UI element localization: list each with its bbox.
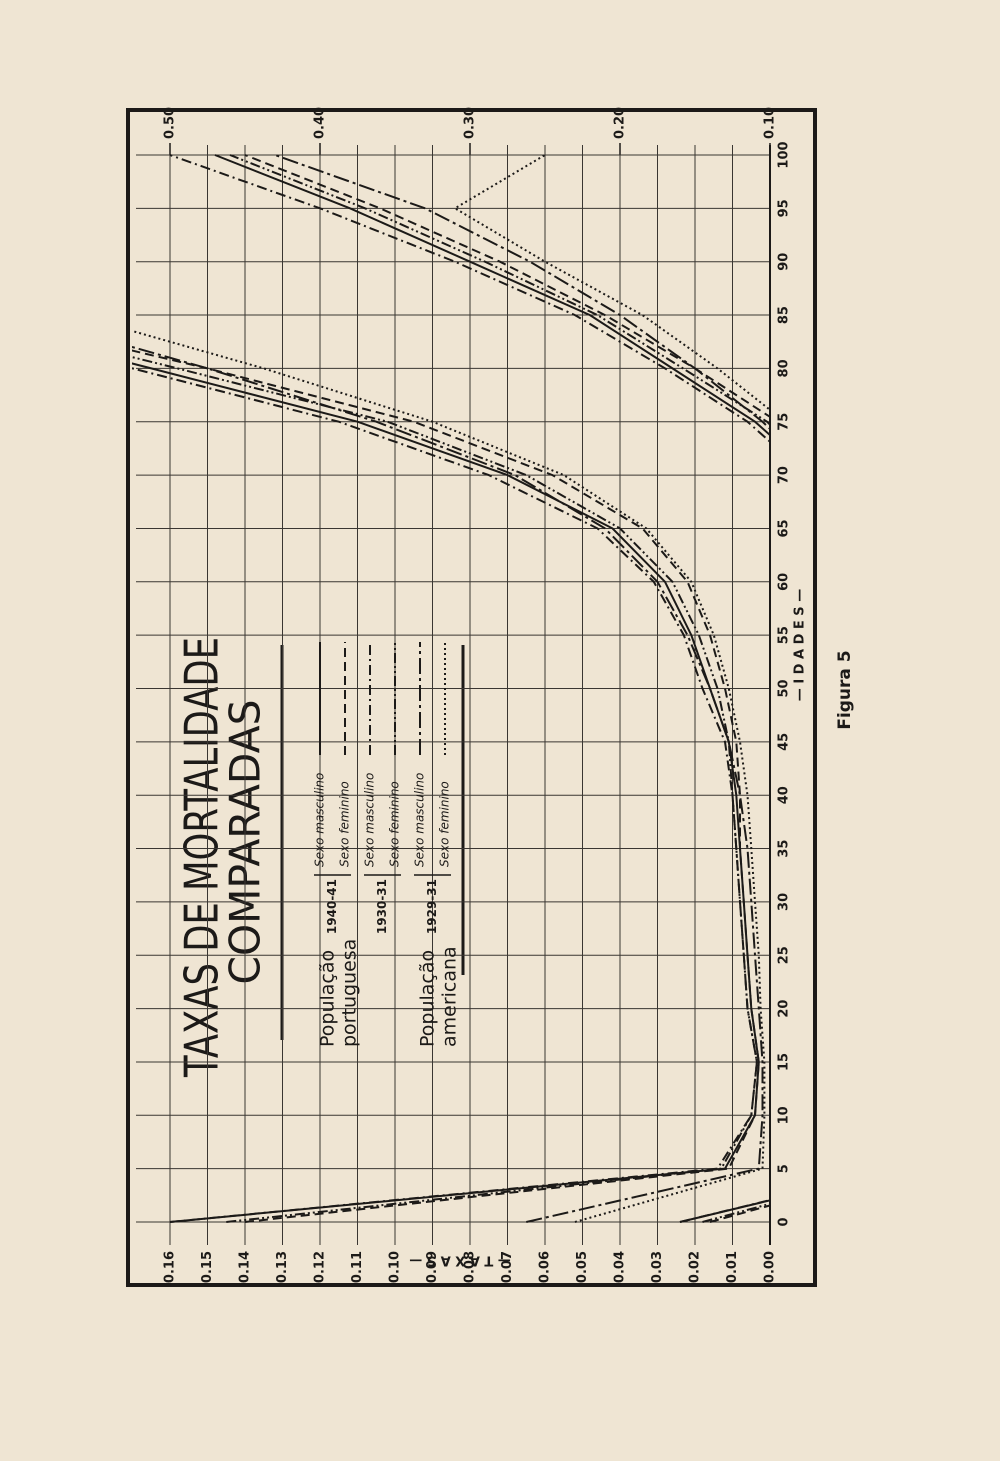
y-tick-label: 0.03 [650, 1251, 665, 1283]
rotated-chart: TAXAS DE MORTALIDADE COMPARADAS — T A X … [126, 107, 855, 1287]
x-tick-label: 5 [777, 1164, 792, 1173]
x-tick-label: 85 [777, 306, 792, 324]
x-tick-label: 95 [777, 199, 792, 217]
y2-tick-label: 0.50 [163, 107, 178, 139]
chart-title: TAXAS DE MORTALIDADE [175, 637, 229, 1078]
x-tick-label: 20 [777, 1000, 792, 1018]
series-line [132, 154, 758, 1223]
plot-lines [132, 154, 770, 1223]
series-line [132, 154, 760, 1223]
y-tick-label: 0.10 [388, 1251, 403, 1283]
y-tick-label: 0.12 [313, 1251, 328, 1283]
series-line [244, 154, 770, 1223]
y-tick-label: 0.11 [350, 1251, 365, 1283]
legend-period: 1940-41 [325, 879, 339, 934]
series-line [453, 154, 770, 1223]
x-tick-label: 65 [777, 519, 792, 537]
y-tick-label: 0.05 [575, 1251, 590, 1283]
series-line [132, 154, 764, 1223]
y2-tick-label: 0.20 [613, 107, 628, 139]
chart-frame [126, 108, 817, 1287]
x-tick-label: 15 [777, 1053, 792, 1071]
y-tick-label: 0.02 [688, 1251, 703, 1283]
y-tick-label: 0.15 [200, 1251, 215, 1283]
y-tick-label: 0.08 [463, 1251, 478, 1283]
x-tick-label: 35 [777, 840, 792, 858]
y2-tick-label: 0.10 [763, 107, 778, 139]
legend-group: População [417, 950, 439, 1047]
y-tick-label: 0.00 [763, 1251, 778, 1283]
legend-label: Sexo feminino [338, 781, 352, 867]
legend-period: 1930-31 [375, 879, 389, 934]
x-tick-label: 60 [777, 573, 792, 591]
series-line [214, 154, 770, 1223]
y-tick-label: 0.04 [613, 1251, 628, 1283]
legend-period: 1929-31 [425, 879, 439, 934]
legend-label: Sexo masculino [363, 773, 377, 867]
legend-group: portuguesa [339, 939, 361, 1047]
y-axis-label: — T A X A S — [409, 1253, 511, 1268]
x-tick-label: 70 [777, 466, 792, 484]
x-tick-label: 45 [777, 733, 792, 751]
y2-tick-label: 0.40 [313, 107, 328, 139]
y-tick-label: 0.16 [163, 1251, 178, 1283]
y2-tick-label: 0.30 [463, 107, 478, 139]
x-tick-label: 25 [777, 946, 792, 964]
legend-label: Sexo feminino [388, 781, 402, 867]
x-tick-label: 0 [777, 1217, 792, 1226]
y-tick-label: 0.01 [725, 1251, 740, 1283]
figure-caption: Figura 5 [835, 650, 855, 729]
x-tick-label: 90 [777, 253, 792, 271]
y-tick-label: 0.07 [500, 1251, 515, 1283]
legend-label: Sexo feminino [438, 781, 452, 867]
y-tick-label: 0.09 [425, 1251, 440, 1283]
legend-label: Sexo masculino [413, 773, 427, 867]
x-tick-label: 80 [777, 359, 792, 377]
legend-group: americana [439, 946, 461, 1047]
x-tick-label: 55 [777, 626, 792, 644]
y-tick-label: 0.13 [275, 1251, 290, 1283]
x-tick-label: 40 [777, 786, 792, 804]
legend-group: População [317, 950, 339, 1047]
y-tick-label: 0.06 [538, 1251, 553, 1283]
y-tick-label: 0.14 [238, 1251, 253, 1283]
x-axis-label: — I D A D E S — [793, 589, 808, 701]
x-tick-label: 50 [777, 679, 792, 697]
x-tick-label: 30 [777, 893, 792, 911]
x-tick-label: 100 [777, 141, 792, 168]
x-tick-label: 75 [777, 413, 792, 431]
legend-label: Sexo masculino [313, 773, 327, 867]
x-tick-label: 10 [777, 1106, 792, 1124]
